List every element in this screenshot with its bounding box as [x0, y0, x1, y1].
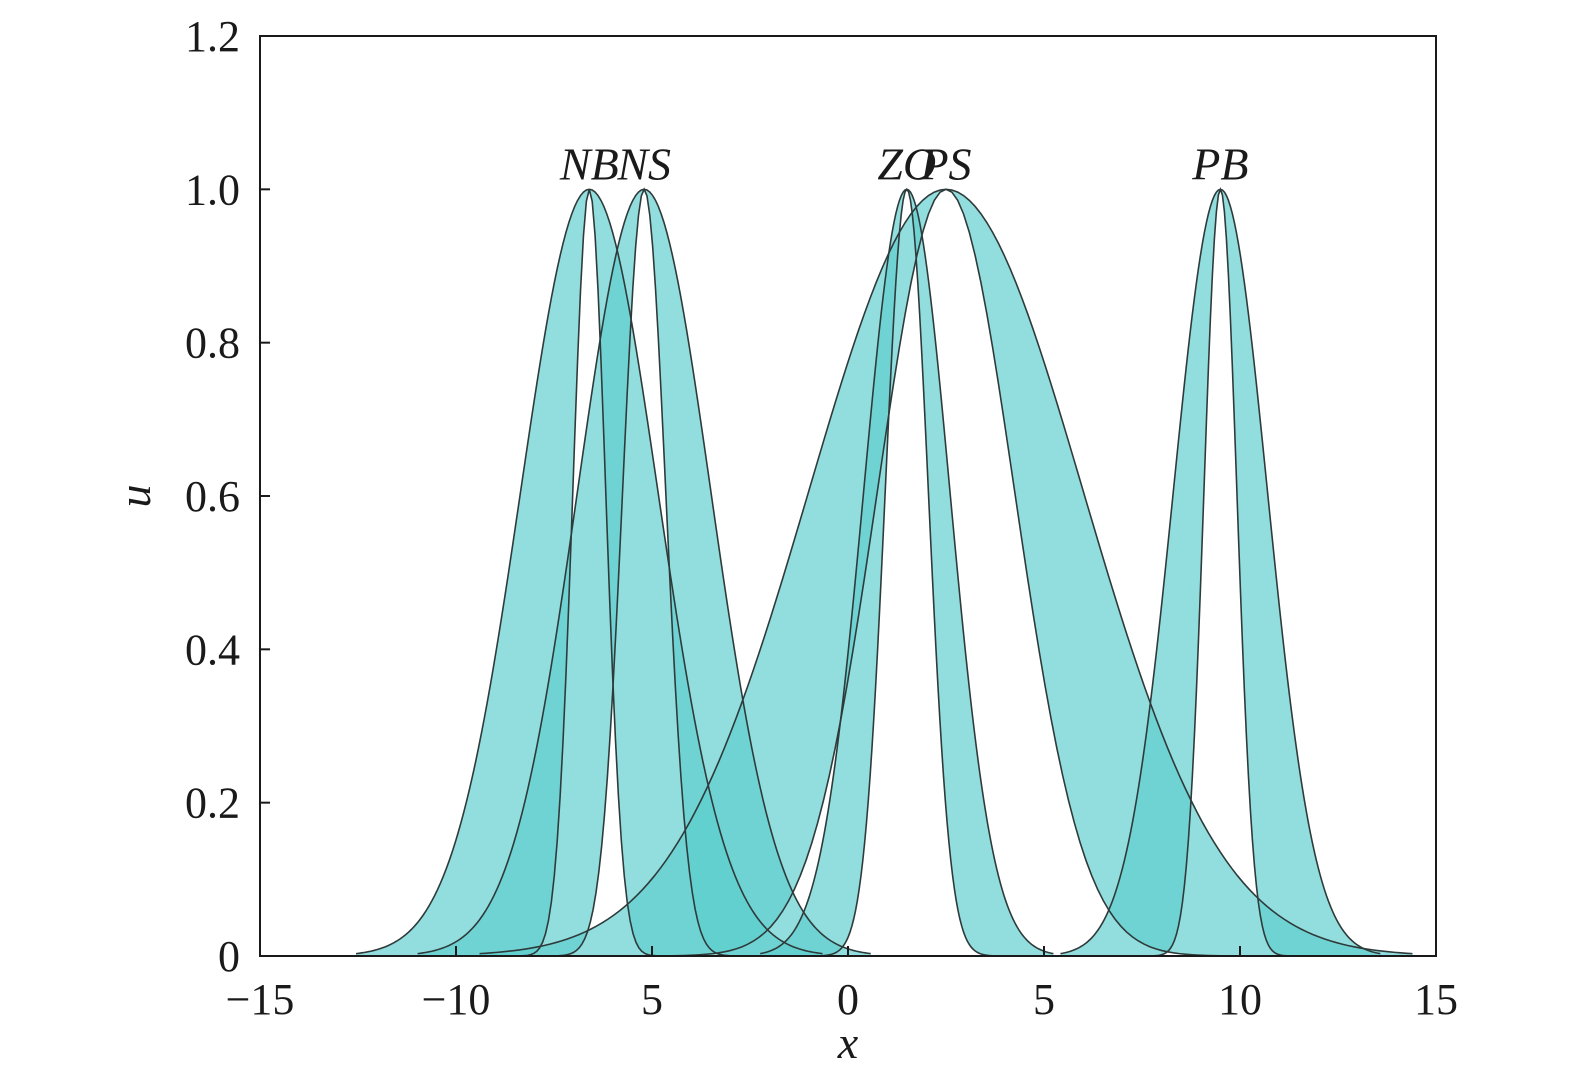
x-axis: −15 −10 5 0 5 10 15	[226, 946, 1458, 1024]
set-label-nb: NB	[559, 138, 619, 189]
y-axis-title: u	[109, 485, 160, 508]
y-tick-label-0: 0	[218, 932, 240, 981]
y-tick-label-2: 0.4	[185, 625, 240, 674]
y-tick-label-5: 1.0	[185, 165, 240, 214]
x-tick-label-2: 5	[641, 975, 663, 1024]
y-axis: 0 0.2 0.4 0.6 0.8 1.0 1.2	[185, 12, 270, 981]
x-tick-label-5: 10	[1218, 975, 1262, 1024]
x-tick-label-4: 5	[1033, 975, 1055, 1024]
x-tick-label-1: −10	[422, 975, 491, 1024]
set-label-ns: NS	[616, 138, 671, 189]
x-tick-label-0: −15	[226, 975, 295, 1024]
set-label-ps: PS	[919, 138, 971, 189]
y-tick-label-6: 1.2	[185, 12, 240, 61]
x-tick-label-6: 15	[1414, 975, 1458, 1024]
y-tick-label-1: 0.2	[185, 779, 240, 828]
set-label-pb: PB	[1191, 138, 1248, 189]
y-tick-label-3: 0.6	[185, 472, 240, 521]
y-tick-label-4: 0.8	[185, 319, 240, 368]
x-axis-title: x	[837, 1017, 859, 1068]
set-label-zo: ZO	[877, 138, 936, 189]
x-tick-label-3: 0	[837, 975, 859, 1024]
